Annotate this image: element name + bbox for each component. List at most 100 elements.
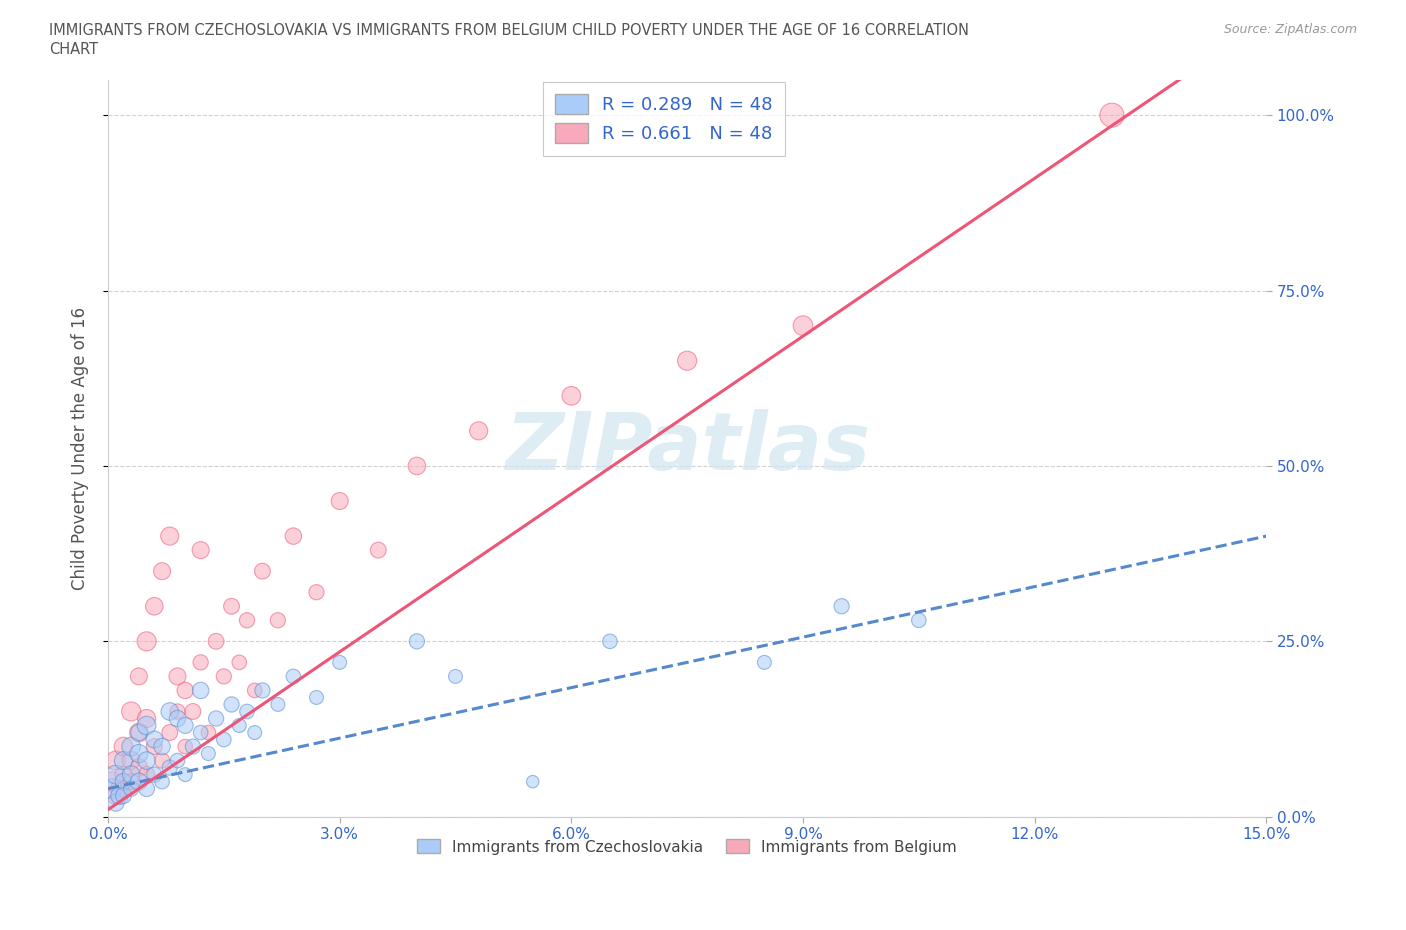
Point — [104, 795, 127, 810]
Text: IMMIGRANTS FROM CZECHOSLOVAKIA VS IMMIGRANTS FROM BELGIUM CHILD POVERTY UNDER TH: IMMIGRANTS FROM CZECHOSLOVAKIA VS IMMIGR… — [49, 23, 969, 38]
Point — [150, 739, 173, 754]
Point — [112, 774, 135, 789]
Point — [174, 683, 197, 698]
Point — [135, 781, 157, 796]
Point — [174, 767, 197, 782]
Point — [120, 781, 142, 796]
Point — [406, 458, 429, 473]
Point — [135, 634, 157, 649]
Point — [135, 718, 157, 733]
Point — [283, 669, 305, 684]
Point — [101, 781, 124, 796]
Point — [120, 704, 142, 719]
Point — [252, 683, 274, 698]
Point — [128, 760, 150, 775]
Point — [754, 655, 776, 670]
Point — [267, 697, 290, 711]
Point — [135, 767, 157, 782]
Text: CHART: CHART — [49, 42, 98, 57]
Point — [228, 655, 250, 670]
Point — [120, 739, 142, 754]
Point — [104, 767, 127, 782]
Point — [143, 732, 166, 747]
Point — [305, 690, 328, 705]
Point — [128, 746, 150, 761]
Point — [104, 753, 127, 768]
Point — [120, 753, 142, 768]
Point — [159, 760, 181, 775]
Point — [108, 781, 131, 796]
Point — [406, 634, 429, 649]
Point — [128, 725, 150, 740]
Point — [112, 753, 135, 768]
Point — [150, 753, 173, 768]
Point — [120, 767, 142, 782]
Point — [174, 739, 197, 754]
Point — [243, 725, 266, 740]
Point — [205, 711, 228, 726]
Point — [221, 599, 243, 614]
Point — [212, 732, 235, 747]
Point — [221, 697, 243, 711]
Point — [367, 543, 389, 558]
Point — [205, 634, 228, 649]
Point — [305, 585, 328, 600]
Legend: Immigrants from Czechoslovakia, Immigrants from Belgium: Immigrants from Czechoslovakia, Immigran… — [411, 833, 963, 860]
Point — [128, 774, 150, 789]
Point — [190, 725, 212, 740]
Point — [236, 613, 259, 628]
Point — [522, 774, 544, 789]
Point — [108, 789, 131, 804]
Point — [112, 781, 135, 796]
Point — [190, 543, 212, 558]
Point — [831, 599, 853, 614]
Point — [1101, 108, 1123, 123]
Y-axis label: Child Poverty Under the Age of 16: Child Poverty Under the Age of 16 — [72, 307, 89, 590]
Point — [267, 613, 290, 628]
Point — [112, 767, 135, 782]
Point — [283, 528, 305, 543]
Point — [135, 753, 157, 768]
Point — [444, 669, 467, 684]
Point — [329, 655, 352, 670]
Point — [166, 704, 188, 719]
Point — [236, 704, 259, 719]
Text: Source: ZipAtlas.com: Source: ZipAtlas.com — [1223, 23, 1357, 36]
Point — [243, 683, 266, 698]
Point — [128, 669, 150, 684]
Point — [135, 711, 157, 726]
Point — [101, 774, 124, 789]
Point — [166, 711, 188, 726]
Point — [792, 318, 814, 333]
Point — [104, 789, 127, 804]
Point — [908, 613, 931, 628]
Point — [197, 725, 219, 740]
Point — [560, 389, 582, 404]
Point — [676, 353, 699, 368]
Point — [174, 718, 197, 733]
Point — [190, 683, 212, 698]
Point — [212, 669, 235, 684]
Point — [150, 564, 173, 578]
Point — [143, 599, 166, 614]
Point — [159, 704, 181, 719]
Point — [467, 423, 489, 438]
Point — [228, 718, 250, 733]
Point — [112, 739, 135, 754]
Point — [181, 739, 204, 754]
Point — [252, 564, 274, 578]
Point — [143, 767, 166, 782]
Text: ZIPatlas: ZIPatlas — [505, 409, 870, 487]
Point — [143, 739, 166, 754]
Point — [181, 704, 204, 719]
Point — [599, 634, 621, 649]
Point — [166, 669, 188, 684]
Point — [128, 725, 150, 740]
Point — [329, 494, 352, 509]
Point — [190, 655, 212, 670]
Point — [150, 774, 173, 789]
Point — [112, 789, 135, 804]
Point — [166, 753, 188, 768]
Point — [197, 746, 219, 761]
Point — [120, 774, 142, 789]
